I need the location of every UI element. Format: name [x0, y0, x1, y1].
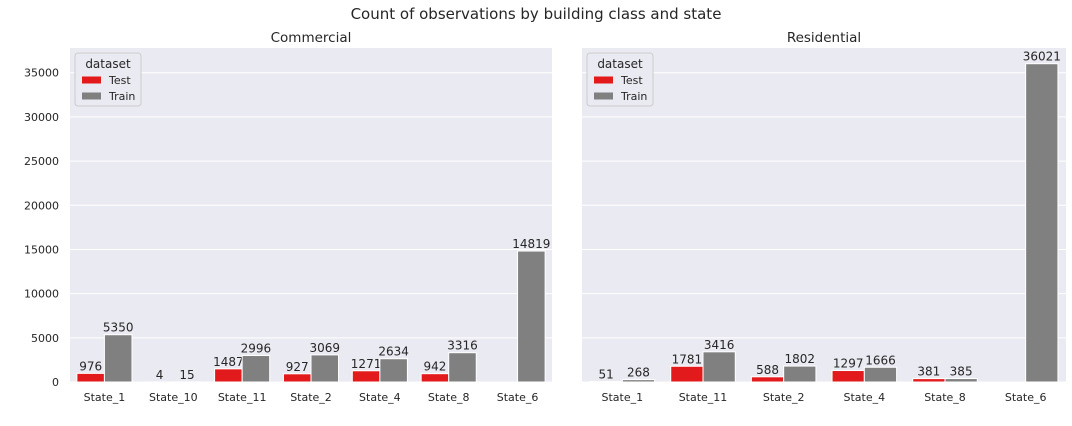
data-label: 1487	[213, 355, 244, 369]
legend-label-test: Test	[108, 74, 131, 87]
y-tick-label: 25000	[24, 155, 59, 168]
data-label: 36021	[1023, 50, 1061, 64]
bar-train-state_11	[702, 351, 736, 383]
y-tick-label: 15000	[24, 243, 59, 256]
data-label: 927	[286, 360, 309, 374]
x-tick-label: State_2	[763, 391, 805, 404]
x-tick-label: State_6	[1005, 391, 1047, 404]
legend-swatch-train	[594, 92, 613, 100]
x-tick-label: State_4	[359, 391, 401, 404]
y-tick-label: 30000	[24, 111, 59, 124]
bar-train-state_4	[379, 358, 408, 383]
panel-title: Commercial	[271, 30, 352, 46]
bar-train-state_8	[944, 378, 978, 383]
x-tick-label: State_1	[602, 391, 644, 404]
legend-title: dataset	[85, 57, 131, 71]
data-label: 3416	[704, 338, 735, 352]
data-label: 268	[627, 366, 650, 380]
bar-test-state_2	[750, 376, 785, 383]
data-label: 4	[156, 368, 164, 382]
x-tick-label: State_1	[84, 391, 126, 404]
bar-test-state_8	[420, 373, 450, 383]
bar-test-state_11	[670, 365, 704, 383]
y-tick-label: 10000	[24, 288, 59, 301]
plot-area	[582, 48, 1066, 382]
x-tick-label: State_11	[679, 391, 728, 404]
bar-test-state_4	[351, 370, 381, 383]
bar-train-state_8	[448, 352, 477, 383]
data-label: 976	[79, 359, 102, 373]
data-label: 5350	[103, 321, 134, 335]
data-label: 1271	[351, 357, 382, 371]
bar-train-state_6	[517, 250, 546, 383]
x-tick-label: State_4	[844, 391, 886, 404]
data-label: 15	[179, 368, 194, 382]
data-label: 942	[423, 360, 446, 374]
x-tick-label: State_11	[218, 391, 267, 404]
x-tick-label: State_6	[497, 391, 539, 404]
data-label: 1781	[672, 352, 703, 366]
data-label: 381	[917, 365, 940, 379]
legend-label-train: Train	[108, 90, 135, 103]
bar-train-state_1	[621, 379, 656, 383]
data-label: 588	[756, 363, 779, 377]
bar-test-state_11	[214, 368, 243, 383]
bar-train-state_2	[310, 354, 340, 383]
data-label: 14819	[512, 237, 550, 251]
legend-label-test: Test	[620, 74, 643, 87]
x-tick-label: State_8	[428, 391, 470, 404]
legend-title: dataset	[597, 57, 643, 71]
bar-test-state_4	[831, 370, 865, 383]
legend-swatch-train	[82, 92, 101, 100]
data-label: 2996	[241, 342, 272, 356]
data-label: 51	[599, 368, 614, 382]
x-tick-label: State_8	[924, 391, 966, 404]
bar-test-state_1	[76, 372, 105, 383]
y-tick-label: 35000	[24, 67, 59, 80]
bar-train-state_4	[863, 366, 898, 383]
panel-title: Residential	[787, 30, 861, 46]
panel-commercial: 0 5000 10000 15000 20000 25000 30000 35000 Comme…	[24, 30, 552, 404]
bar-train-state_6	[1025, 63, 1059, 383]
legend-label-train: Train	[620, 90, 647, 103]
data-label: 3069	[309, 341, 340, 355]
plot-area	[70, 48, 552, 382]
data-label: 1802	[785, 352, 816, 366]
data-label: 2634	[378, 345, 409, 359]
bar-train-state_2	[783, 365, 817, 383]
legend: dataset Test Train	[586, 52, 654, 107]
legend-swatch-test	[594, 76, 613, 84]
legend: dataset Test Train	[74, 52, 142, 107]
legend-swatch-test	[82, 76, 101, 84]
data-label: 1666	[865, 353, 896, 367]
data-label: 385	[950, 365, 973, 379]
data-label: 1297	[833, 357, 864, 371]
x-tick-label: State_10	[149, 391, 198, 404]
bar-train-state_11	[241, 355, 271, 383]
x-tick-label: State_2	[290, 391, 332, 404]
y-tick-label: 0	[52, 376, 59, 389]
bar-test-state_2	[282, 373, 312, 383]
data-label: 3316	[447, 339, 478, 353]
bar-test-state_8	[912, 378, 946, 383]
y-tick-label: 5000	[31, 332, 59, 345]
chart-title: Count of observations by building class …	[351, 5, 722, 23]
bar-train-state_1	[103, 334, 133, 383]
y-tick-label: 20000	[24, 199, 59, 212]
